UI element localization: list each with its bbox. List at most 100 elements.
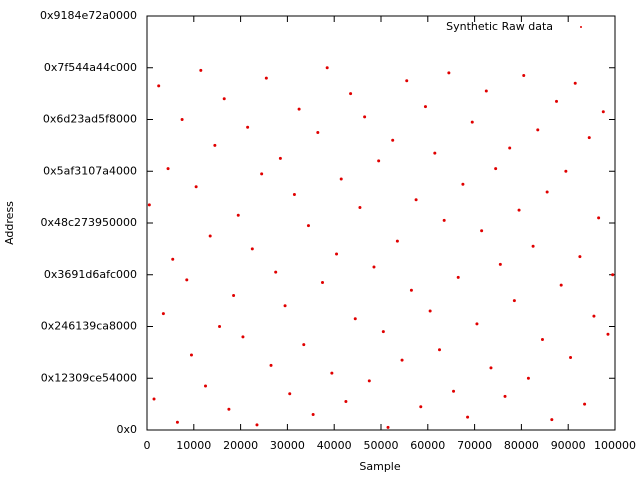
- data-point: [311, 412, 315, 416]
- x-tick-label: 10000: [176, 439, 211, 452]
- x-tick-label: 0: [144, 439, 151, 452]
- data-point: [367, 379, 371, 383]
- data-point: [213, 143, 217, 147]
- data-point: [512, 299, 516, 303]
- data-point: [189, 353, 193, 357]
- x-tick-label: 100000: [594, 439, 636, 452]
- y-tick-label: 0x5af3107a4000: [43, 164, 137, 177]
- data-point: [283, 304, 287, 308]
- x-tick-label: 60000: [410, 439, 445, 452]
- x-tick-label: 70000: [457, 439, 492, 452]
- data-point: [466, 415, 470, 419]
- data-point: [452, 389, 456, 393]
- data-point: [601, 110, 605, 114]
- data-point: [344, 400, 348, 404]
- y-tick-label: 0x246139ca8000: [41, 320, 137, 333]
- data-point: [246, 125, 250, 129]
- data-point: [555, 99, 558, 103]
- data-point: [222, 97, 226, 101]
- data-point: [349, 92, 353, 96]
- data-point: [433, 151, 437, 155]
- x-tick-label: 50000: [364, 439, 399, 452]
- plot-frame: [146, 15, 616, 431]
- y-tick-label: 0x0: [116, 423, 137, 436]
- x-tick-label: 90000: [551, 439, 586, 452]
- data-point: [569, 356, 573, 360]
- data-point: [278, 156, 282, 160]
- data-point: [199, 68, 203, 72]
- data-point: [550, 418, 554, 422]
- data-point: [414, 198, 418, 202]
- data-point: [316, 130, 320, 134]
- data-point: [302, 343, 306, 347]
- data-point: [564, 169, 568, 173]
- data-point: [194, 185, 198, 189]
- data-point: [250, 247, 254, 251]
- data-point: [606, 332, 610, 336]
- data-point: [175, 420, 179, 424]
- data-point: [171, 257, 175, 261]
- data-point: [391, 138, 395, 142]
- legend-label: Synthetic Raw data: [446, 20, 553, 33]
- data-point: [503, 394, 507, 398]
- data-point: [470, 120, 474, 124]
- data-point: [494, 167, 498, 171]
- data-point: [232, 293, 236, 297]
- data-point: [400, 358, 404, 362]
- data-point: [147, 203, 151, 207]
- data-point: [325, 66, 329, 70]
- data-point: [377, 159, 381, 163]
- data-point: [269, 363, 273, 367]
- data-point: [409, 288, 413, 292]
- data-point: [208, 234, 212, 238]
- data-point: [227, 407, 231, 411]
- data-point: [592, 314, 596, 318]
- data-point: [180, 118, 184, 121]
- data-point: [531, 244, 535, 248]
- data-point: [339, 177, 343, 181]
- x-tick-label: 20000: [223, 439, 258, 452]
- legend-swatch: [580, 26, 582, 28]
- data-point: [587, 136, 591, 140]
- data-point: [540, 337, 544, 341]
- data-point: [597, 216, 601, 220]
- data-point: [438, 348, 441, 352]
- data-point: [428, 309, 432, 313]
- data-point: [297, 107, 301, 111]
- data-point: [573, 81, 577, 85]
- x-tick-label: 30000: [270, 439, 305, 452]
- data-point: [386, 425, 390, 429]
- data-point: [264, 76, 268, 80]
- data-point: [456, 275, 460, 279]
- data-point: [260, 172, 264, 176]
- data-point: [321, 281, 324, 285]
- data-point: [526, 376, 530, 380]
- data-point: [330, 371, 334, 375]
- x-tick-label: 40000: [317, 439, 352, 452]
- data-point: [372, 265, 376, 269]
- data-point: [578, 255, 582, 259]
- data-point: [335, 252, 339, 256]
- data-point: [241, 335, 245, 339]
- y-axis-label: Address: [3, 201, 16, 245]
- y-tick-label: 0x12309ce54000: [41, 371, 137, 384]
- data-point: [255, 423, 259, 427]
- data-point: [484, 89, 488, 93]
- data-point: [204, 384, 207, 388]
- data-point: [363, 115, 367, 119]
- data-point: [480, 229, 484, 233]
- x-tick-label: 80000: [504, 439, 539, 452]
- data-point: [522, 74, 526, 78]
- data-point: [274, 270, 278, 274]
- data-point: [236, 213, 240, 217]
- data-point: [498, 262, 502, 266]
- data-point: [395, 239, 399, 243]
- data-point: [536, 128, 540, 132]
- data-point: [157, 84, 161, 88]
- data-point: [358, 205, 362, 209]
- data-point: [559, 283, 563, 287]
- data-point: [508, 146, 512, 150]
- y-tick-label: 0x3691d6afc000: [44, 268, 137, 281]
- y-tick-label: 0x6d23ad5f8000: [43, 113, 137, 126]
- data-point: [583, 402, 587, 406]
